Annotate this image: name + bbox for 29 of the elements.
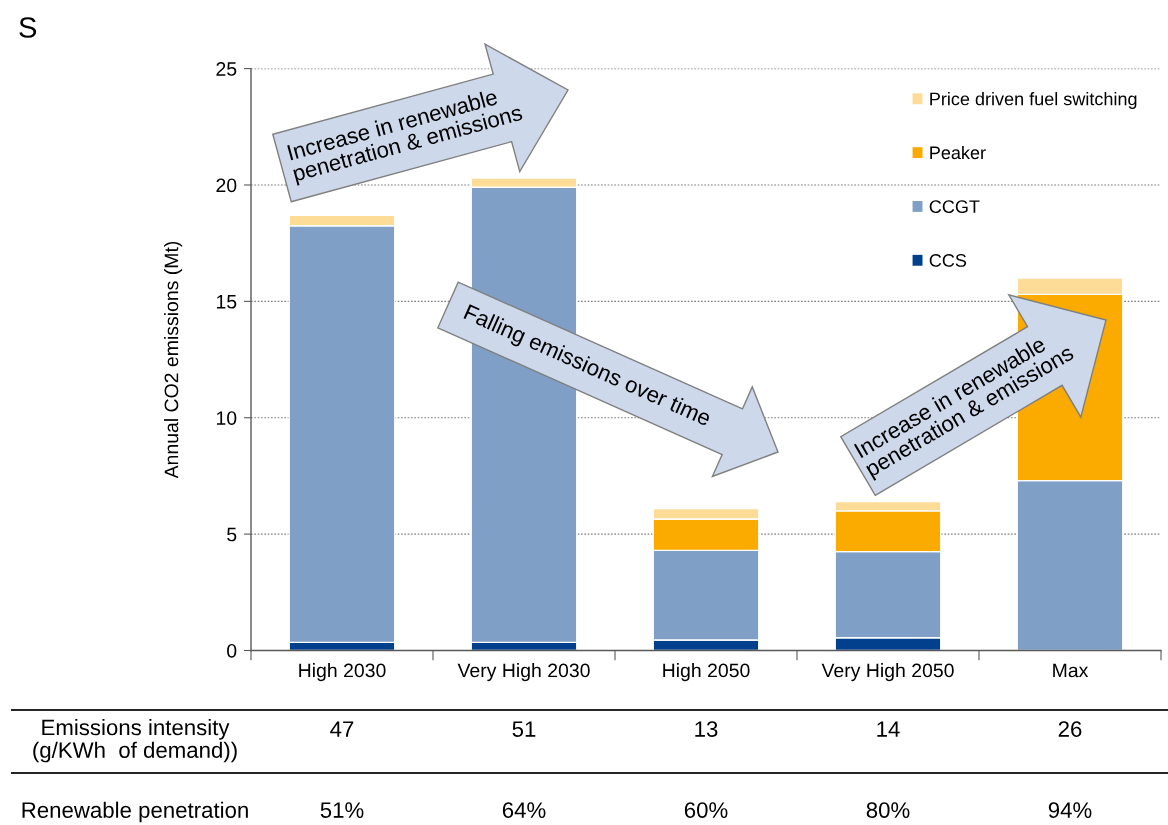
text: Emissions intensity (g/KWh of demand)) xyxy=(33,719,237,763)
legend-label: CCS xyxy=(929,254,967,267)
y-tick-label: 0 xyxy=(227,643,237,658)
y-tick-label: 15 xyxy=(216,295,237,309)
x-tick-label: Very High 2030 xyxy=(457,663,590,682)
x-tick-label: High 2050 xyxy=(663,663,750,682)
y-tick-label: 10 xyxy=(216,411,237,425)
y-tick-label: 20 xyxy=(216,178,237,193)
text: 94% xyxy=(1048,802,1092,818)
text: 60% xyxy=(684,802,728,818)
legend-label: Peaker xyxy=(930,145,986,160)
text: 80% xyxy=(866,802,910,818)
x-tick-label: Very High 2050 xyxy=(821,663,954,682)
y-tick-label: 5 xyxy=(227,527,237,542)
text: S xyxy=(19,17,37,38)
text: 51% xyxy=(320,802,364,818)
text: 14 xyxy=(877,721,900,737)
text: 47 xyxy=(330,721,354,737)
legend-label: CCGT xyxy=(929,200,980,214)
legend-label: Price driven fuel switching xyxy=(930,92,1137,109)
text: 13 xyxy=(695,721,718,737)
text: 64% xyxy=(502,802,546,818)
text: Renewable penetration xyxy=(22,801,248,823)
x-tick-label: Max xyxy=(1053,663,1089,678)
x-tick-label: High 2030 xyxy=(299,663,386,682)
text: 51 xyxy=(512,721,536,737)
text: 26 xyxy=(1058,721,1082,737)
y-axis-title: Annual CO2 emissions (Mt) xyxy=(164,241,183,479)
y-tick-label: 25 xyxy=(216,62,237,76)
